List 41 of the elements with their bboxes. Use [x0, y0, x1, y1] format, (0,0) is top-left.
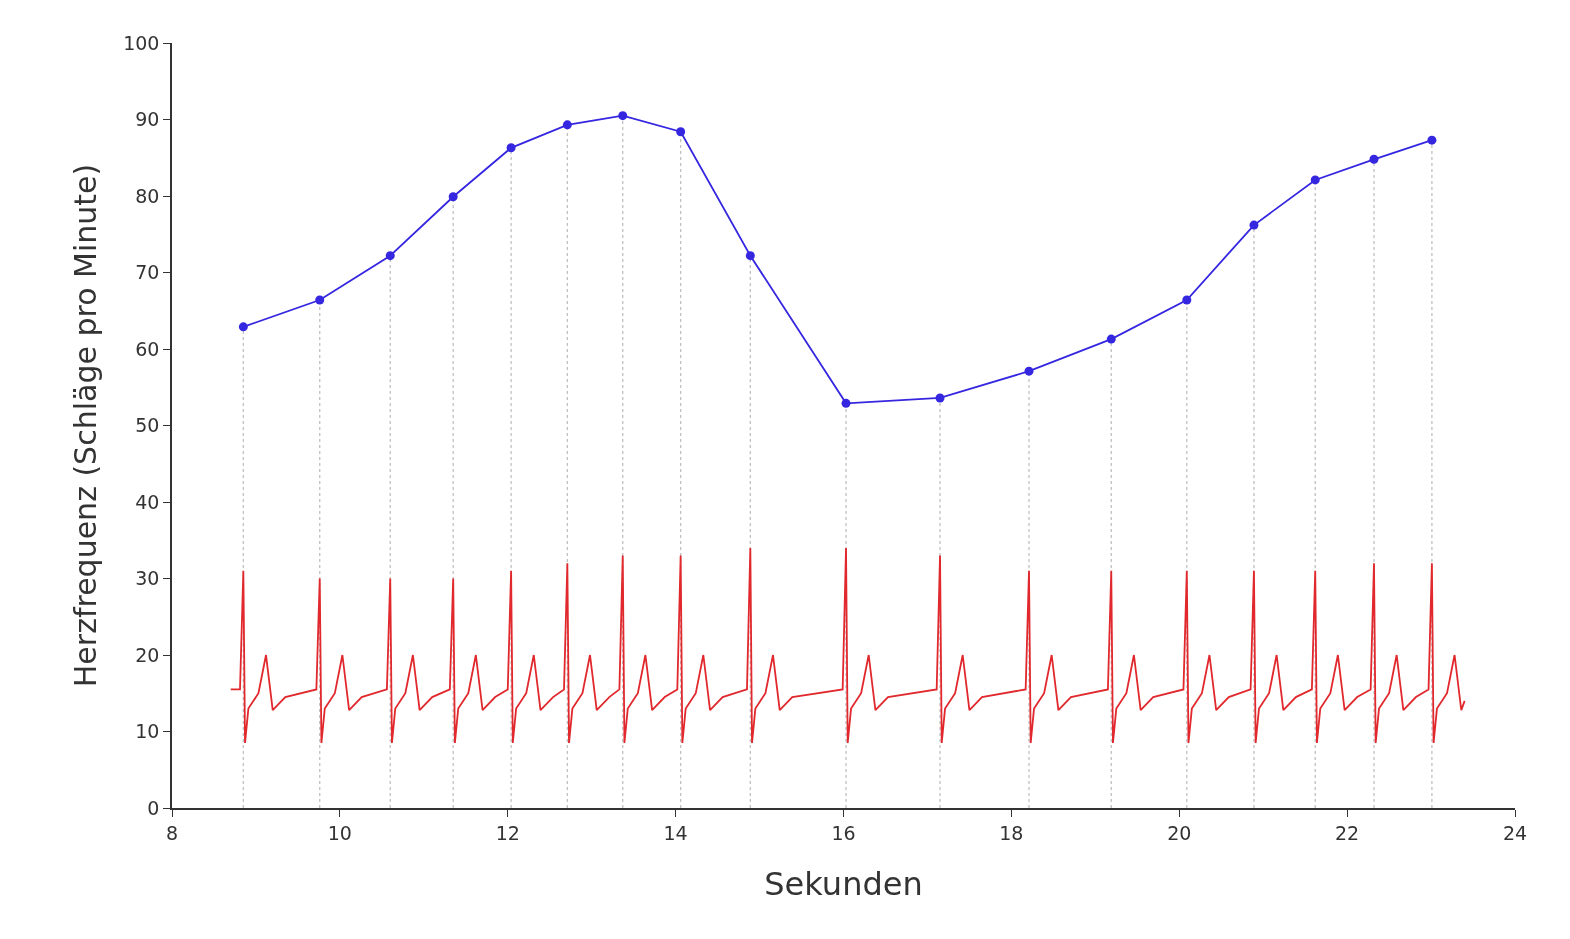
point	[1427, 135, 1437, 145]
point	[1024, 366, 1034, 376]
y-tick-label: 30	[135, 567, 160, 590]
x-tick-label: 24	[1502, 821, 1528, 844]
y-tick-label: 70	[135, 261, 160, 284]
y-axis-title: Herzfrequenz (Schläge pro Minute)	[67, 163, 103, 688]
y-tick-label: 90	[135, 108, 160, 131]
y-tick-label: 60	[135, 337, 160, 360]
point	[1106, 334, 1116, 344]
point	[448, 192, 458, 202]
y-tick-label: 10	[135, 720, 160, 743]
x-tick-label: 22	[1335, 821, 1360, 844]
point	[1249, 220, 1259, 230]
x-tick-label: 8	[165, 821, 179, 844]
point	[385, 251, 395, 261]
x-tick-label: 16	[831, 821, 856, 844]
line-series	[229, 547, 1466, 744]
point	[562, 120, 572, 130]
x-tick-label: 10	[327, 821, 352, 844]
x-tick-label: 18	[999, 821, 1024, 844]
x-axis-title: Sekunden	[764, 864, 923, 903]
point	[841, 398, 851, 408]
point	[315, 295, 325, 305]
point	[238, 322, 248, 332]
y-tick-label: 0	[147, 796, 160, 819]
x-tick-label: 20	[1167, 821, 1192, 844]
point	[1369, 154, 1379, 164]
y-tick-label: 40	[135, 490, 160, 513]
y-tick-label: 80	[135, 184, 160, 207]
point	[1310, 175, 1320, 185]
point	[618, 111, 628, 121]
x-tick-label: 14	[663, 821, 688, 844]
y-tick-label: 100	[123, 31, 160, 54]
y-tick-label: 50	[135, 414, 160, 437]
x-tick-label: 12	[495, 821, 520, 844]
y-tick-label: 20	[135, 643, 160, 666]
point	[676, 127, 686, 137]
point	[935, 393, 945, 403]
point	[745, 251, 755, 261]
point	[506, 143, 516, 153]
point	[1182, 295, 1192, 305]
